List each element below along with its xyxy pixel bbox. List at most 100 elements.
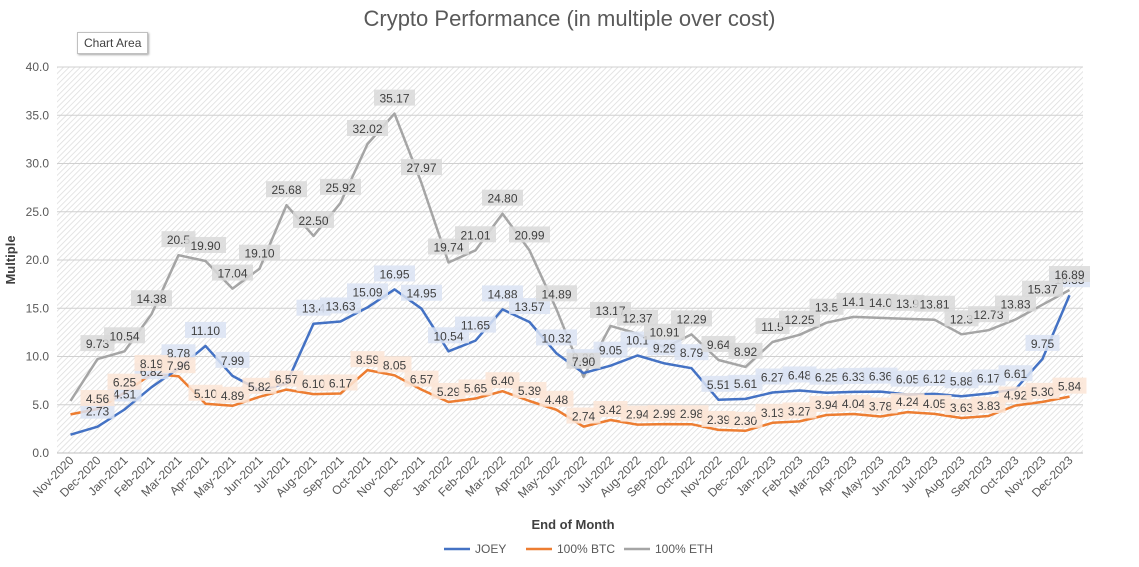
- data-label-box: [134, 354, 169, 371]
- legend-item[interactable]: 100% ETH: [624, 542, 713, 556]
- data-label: 17.04: [212, 264, 253, 281]
- data-label: 13.83: [995, 295, 1036, 312]
- data-label-text: 15.37: [1027, 283, 1057, 297]
- data-label-text: 6.12: [923, 372, 947, 386]
- data-label: 3.63: [944, 398, 979, 415]
- data-label-box: [374, 265, 415, 282]
- data-label-text: 10.1: [626, 334, 650, 348]
- data-label-box: [161, 344, 196, 361]
- data-label-text: 8.92: [734, 345, 758, 359]
- data-label-box: [104, 327, 145, 344]
- data-label-text: 9.05: [599, 344, 623, 358]
- data-label-box: [536, 285, 577, 302]
- data-label-text: 20.5: [167, 233, 191, 247]
- data-label-text: 5.29: [437, 385, 461, 399]
- data-label-box: [350, 351, 385, 368]
- data-label-box: [944, 372, 979, 389]
- y-tick-label: 20.0: [26, 253, 50, 267]
- data-label: 3.27: [782, 402, 817, 419]
- data-label: 13.63: [320, 297, 361, 314]
- data-label: 10.91: [644, 323, 685, 340]
- data-label-box: [482, 285, 523, 302]
- data-label: 3.13: [755, 403, 790, 420]
- data-label: 22.50: [293, 211, 334, 228]
- data-label-box: [215, 351, 250, 368]
- data-label-box: [782, 402, 817, 419]
- data-label-text: 4.51: [113, 387, 137, 401]
- data-label-box: [509, 298, 550, 315]
- data-label-text: 17.04: [217, 267, 247, 281]
- data-label-box: [647, 339, 682, 356]
- data-label: 9.05: [593, 341, 628, 358]
- data-label-box: [509, 226, 550, 243]
- data-label-text: 8.78: [167, 346, 191, 360]
- data-label: 6.36: [863, 367, 898, 384]
- data-label-text: 2.94: [626, 408, 650, 422]
- data-label-box: [320, 297, 361, 314]
- data-label-box: [617, 309, 658, 326]
- data-label-box: [671, 310, 712, 327]
- data-label-text: 12.3: [950, 312, 974, 326]
- data-label: 6.33: [836, 367, 871, 384]
- data-label-box: [428, 238, 469, 255]
- data-label: 2.94: [620, 405, 655, 422]
- data-label: 6.25: [107, 373, 142, 390]
- data-label: 5.61: [728, 374, 763, 391]
- data-label: 6.10: [296, 375, 331, 392]
- data-label-text: 7.99: [221, 354, 245, 368]
- data-label-box: [971, 397, 1006, 414]
- data-label-box: [863, 293, 898, 310]
- x-axis-title: End of Month: [531, 517, 614, 532]
- data-label-text: 24.80: [487, 192, 517, 206]
- data-label-text: 11.65: [461, 319, 490, 333]
- data-label-text: 25.92: [325, 181, 355, 195]
- data-label-text: 10.54: [433, 329, 463, 343]
- data-label-box: [755, 403, 790, 420]
- data-label: 8.92: [728, 342, 763, 359]
- data-label-box: [293, 211, 334, 228]
- data-label: 13.5: [809, 298, 844, 315]
- data-label: 14.38: [131, 290, 172, 307]
- data-label: 5.30: [1025, 382, 1060, 399]
- data-label-text: 3.27: [788, 404, 812, 418]
- data-label: 14.0: [863, 293, 898, 310]
- data-label-text: 6.36: [869, 370, 893, 384]
- y-tick-label: 30.0: [26, 157, 50, 171]
- data-label: 15.09: [347, 283, 388, 300]
- data-label: 2.99: [647, 405, 682, 422]
- data-label-text: 4.04: [842, 397, 866, 411]
- data-label-box: [593, 400, 628, 417]
- data-label-text: 5.61: [734, 377, 758, 391]
- data-label: 5.51: [701, 375, 736, 392]
- legend-label: JOEY: [475, 542, 506, 556]
- data-label: 7.99: [215, 351, 250, 368]
- data-label-text: 6.17: [977, 371, 1001, 385]
- data-label: 11.10: [185, 321, 226, 338]
- data-label: 6.57: [269, 370, 304, 387]
- data-label: 13.81: [914, 295, 955, 312]
- data-label-box: [296, 375, 331, 392]
- data-label-box: [566, 352, 601, 369]
- data-label-text: 2.99: [653, 407, 677, 421]
- data-label: 7.96: [161, 357, 196, 374]
- data-label-box: [644, 323, 685, 340]
- data-label-text: 6.61: [1004, 367, 1028, 381]
- data-label: 6.57: [404, 370, 439, 387]
- data-label-box: [107, 373, 142, 390]
- data-label: 32.02: [347, 120, 388, 136]
- data-label-box: [914, 295, 955, 312]
- data-label: 21.01: [455, 226, 496, 243]
- y-tick-label: 25.0: [26, 205, 50, 219]
- legend-item[interactable]: JOEY: [444, 542, 506, 556]
- data-label-text: 25.68: [271, 183, 301, 197]
- data-label: 8.78: [161, 344, 196, 361]
- data-label: 7.90: [566, 352, 601, 369]
- legend-label: 100% ETH: [655, 542, 713, 556]
- data-label: 6.25: [809, 368, 844, 385]
- data-label: 16.95: [374, 265, 415, 282]
- data-label-text: 6.25: [815, 371, 839, 385]
- legend-item[interactable]: 100% BTC: [526, 542, 615, 556]
- data-label: 6.12: [917, 369, 952, 386]
- data-label-text: 27.97: [406, 161, 436, 175]
